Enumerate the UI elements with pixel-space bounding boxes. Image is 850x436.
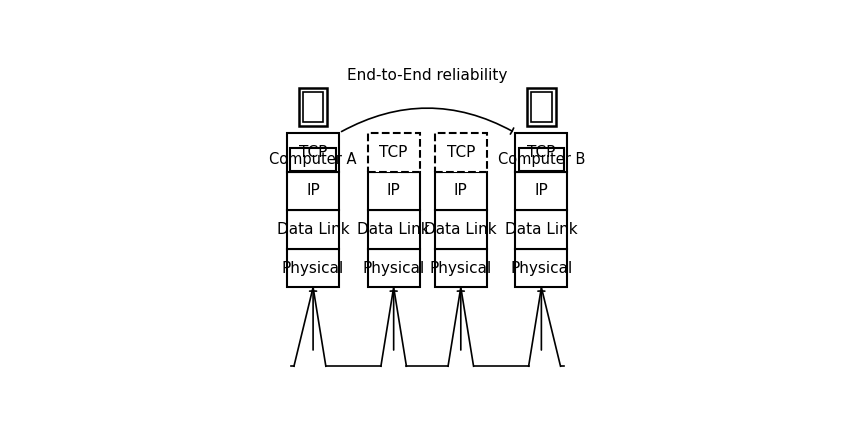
Bar [287,249,339,287]
Text: Physical: Physical [510,261,573,276]
Text: Data Link: Data Link [357,222,430,237]
Text: Computer A: Computer A [269,152,357,167]
Bar [515,210,568,249]
Bar [291,148,336,171]
Bar [435,249,487,287]
Bar [368,249,420,287]
Text: Physical: Physical [363,261,425,276]
Text: Data Link: Data Link [424,222,497,237]
Bar [435,133,487,171]
Text: IP: IP [387,183,400,198]
Text: Physical: Physical [430,261,492,276]
Text: TCP: TCP [527,145,556,160]
Text: IP: IP [454,183,468,198]
Bar [435,210,487,249]
Text: TCP: TCP [446,145,475,160]
Text: Data Link: Data Link [277,222,349,237]
Text: Computer B: Computer B [498,152,585,167]
Bar [368,133,420,171]
Bar [287,171,339,210]
Text: End-to-End reliability: End-to-End reliability [347,68,507,83]
Bar [368,210,420,249]
Bar [287,210,339,249]
Bar [531,92,552,122]
Bar [435,171,487,210]
Bar [287,133,339,171]
Text: Physical: Physical [282,261,344,276]
Bar [299,88,327,126]
Text: Data Link: Data Link [505,222,578,237]
Text: IP: IP [306,183,320,198]
Bar [515,171,568,210]
Bar [527,88,556,126]
Bar [518,148,564,171]
Text: TCP: TCP [379,145,408,160]
Bar [515,249,568,287]
Text: IP: IP [535,183,548,198]
Bar [368,171,420,210]
Text: TCP: TCP [299,145,327,160]
Bar [303,92,323,122]
Bar [515,133,568,171]
